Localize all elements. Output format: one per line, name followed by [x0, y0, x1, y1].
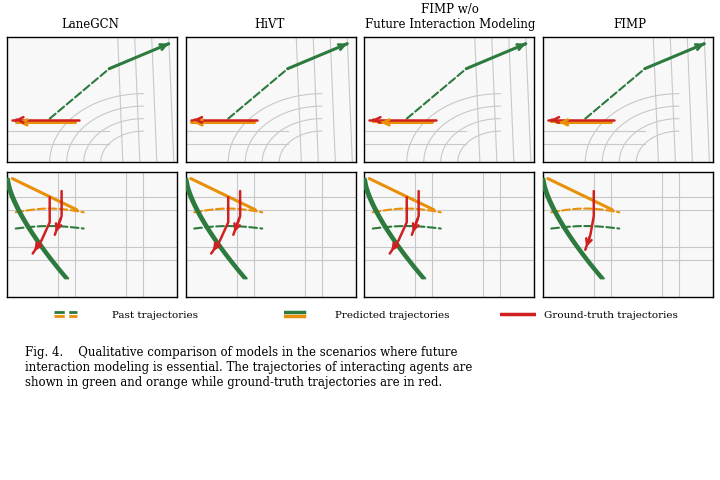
- Text: Past trajectories: Past trajectories: [112, 310, 197, 319]
- Text: HiVT: HiVT: [255, 18, 285, 31]
- Text: LaneGCN: LaneGCN: [61, 18, 119, 31]
- Text: Ground-truth trajectories: Ground-truth trajectories: [544, 310, 678, 319]
- Text: Predicted trajectories: Predicted trajectories: [335, 310, 449, 319]
- Text: Fig. 4.    Qualitative comparison of models in the scenarios where future
intera: Fig. 4. Qualitative comparison of models…: [25, 346, 472, 388]
- Text: FIMP: FIMP: [613, 18, 647, 31]
- Text: FIMP w/o
Future Interaction Modeling: FIMP w/o Future Interaction Modeling: [365, 3, 535, 31]
